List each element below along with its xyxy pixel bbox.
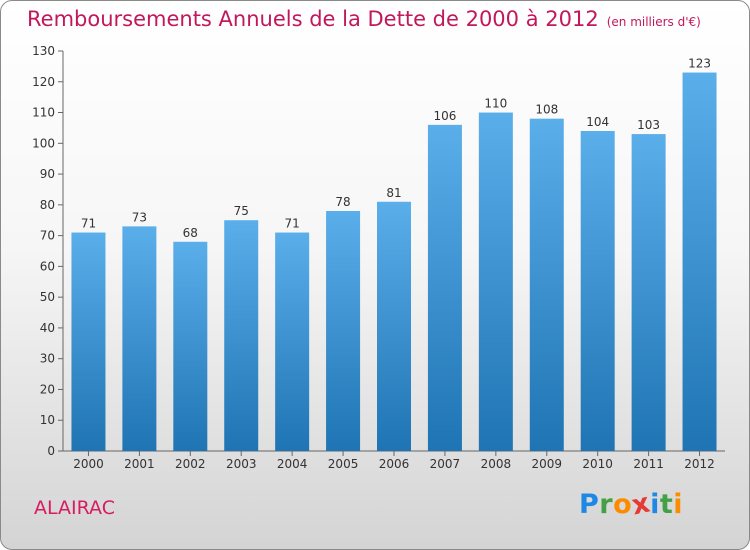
- x-tick-label: 2002: [175, 457, 206, 471]
- y-tick-label: 130: [32, 44, 55, 58]
- value-label: 123: [688, 57, 711, 71]
- value-label: 71: [81, 217, 96, 231]
- axes: 0 10 20 30 40 50 60 70 80 90 100 110 120 130 2000 2001 2…: [32, 44, 725, 471]
- x-tick-label: 2006: [379, 457, 410, 471]
- value-label: 104: [586, 115, 609, 129]
- value-label: 110: [484, 97, 507, 111]
- logo-letter: i: [650, 489, 660, 520]
- bar-2008: [478, 112, 513, 452]
- y-tick-label: 40: [40, 321, 55, 335]
- bar-2005: [326, 211, 361, 451]
- y-tick-label: 80: [40, 198, 55, 212]
- y-tick-label: 30: [40, 352, 55, 366]
- value-label: 68: [183, 226, 198, 240]
- chart-title-text: Remboursements Annuels de la Dette de 20…: [27, 7, 599, 31]
- bar-2003: [224, 220, 259, 451]
- value-label: 81: [386, 186, 401, 200]
- x-tick-label: 2009: [531, 457, 562, 471]
- y-tick-label: 10: [40, 413, 55, 427]
- y-tick-label: 50: [40, 290, 55, 304]
- commune-name: ALAIRAC: [34, 497, 115, 519]
- value-label: 73: [132, 210, 147, 224]
- value-label: 106: [433, 109, 456, 123]
- bar-2009: [529, 118, 564, 451]
- x-tick-label: 2005: [328, 457, 359, 471]
- bar-2001: [122, 226, 157, 451]
- bar-2010: [580, 131, 615, 451]
- x-tick-label: 2010: [582, 457, 613, 471]
- x-tick-label: 2003: [226, 457, 257, 471]
- logo-letter: o: [613, 489, 633, 520]
- bars: [71, 72, 717, 452]
- y-tick-label: 60: [40, 259, 55, 273]
- value-label: 103: [637, 118, 660, 132]
- x-tick-label: 2004: [277, 457, 308, 471]
- x-tick-label: 2011: [633, 457, 664, 471]
- value-label: 108: [535, 103, 558, 117]
- bar-2012: [682, 72, 717, 452]
- bar-2007: [427, 124, 462, 451]
- y-tick-label: 70: [40, 229, 55, 243]
- unit-label: (en milliers d'€): [606, 15, 701, 29]
- data-labels: 71 73 68 75 71 78 81 106 110 108 104 103 123: [81, 57, 711, 240]
- x-tick-label: 2001: [124, 457, 155, 471]
- logo-letter: i: [673, 489, 684, 520]
- logo-letter: r: [599, 489, 614, 520]
- y-tick-label: 0: [47, 444, 55, 458]
- chart-title: Remboursements Annuels de la Dette de 20…: [27, 7, 701, 31]
- bar-2004: [275, 232, 310, 451]
- bar-2002: [173, 241, 208, 451]
- y-tick-label: 90: [40, 167, 55, 181]
- x-tick-label: 2012: [684, 457, 715, 471]
- x-tick-label: 2008: [481, 457, 512, 471]
- logo-letter: P: [579, 489, 600, 520]
- bar-2011: [631, 134, 666, 452]
- value-label: 78: [335, 195, 350, 209]
- proxiti-logo[interactable]: Proxiti: [579, 487, 684, 521]
- x-tick-label: 2000: [73, 457, 104, 471]
- logo-letter: t: [659, 489, 674, 520]
- x-tick-label: 2007: [430, 457, 461, 471]
- y-tick-label: 100: [32, 136, 55, 150]
- y-tick-label: 110: [32, 106, 55, 120]
- bar-2000: [71, 232, 106, 451]
- y-tick-label: 120: [32, 75, 55, 89]
- value-label: 75: [234, 204, 249, 218]
- value-label: 71: [285, 217, 300, 231]
- bar-2006: [377, 201, 411, 451]
- y-tick-label: 20: [40, 382, 55, 396]
